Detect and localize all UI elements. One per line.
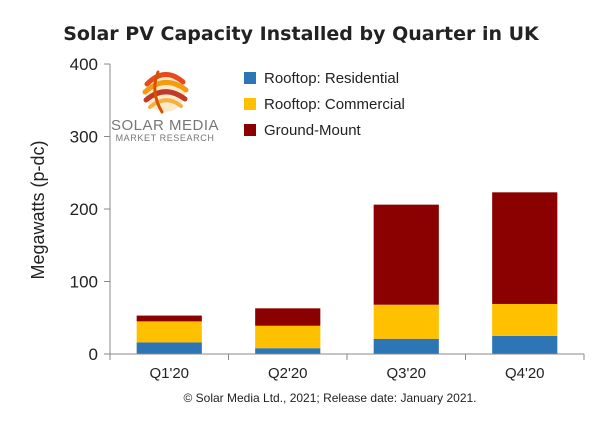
legend-label: Ground-Mount: [264, 122, 362, 139]
bar-segment: [136, 342, 202, 354]
bar-segment: [136, 315, 202, 322]
bar-segment: [255, 325, 321, 349]
bar-segment: [373, 304, 439, 339]
legend: Rooftop: Residential Rooftop: Commercial G…: [244, 70, 405, 139]
x-tick-label: Q4'20: [505, 365, 545, 382]
y-tick-label: 300: [70, 128, 98, 147]
x-tick-label: Q2'20: [268, 365, 308, 382]
bar-segment: [136, 321, 202, 343]
legend-label: Rooftop: Residential: [264, 70, 399, 87]
bars: [136, 192, 558, 354]
legend-label: Rooftop: Commercial: [264, 96, 405, 113]
footnote: © Solar Media Ltd., 2021; Release date: …: [183, 391, 476, 405]
x-axis: Q1'20 Q2'20 Q3'20 Q4'20: [109, 353, 585, 382]
logo-sphere-icon: [142, 70, 189, 114]
bar-segment: [373, 338, 439, 354]
y-axis-label: Megawatts (p-dc): [28, 140, 48, 279]
x-tick-label: Q3'20: [386, 365, 426, 382]
logo-subtitle: MARKET RESEARCH: [116, 133, 215, 143]
x-tick-label: Q1'20: [149, 365, 189, 382]
legend-swatch: [244, 124, 256, 136]
bar-segment: [255, 348, 321, 354]
y-axis: 0 100 200 300 400: [70, 55, 111, 364]
bar-segment: [492, 192, 558, 304]
y-tick-label: 200: [70, 200, 98, 219]
chart-title: Solar PV Capacity Installed by Quarter i…: [63, 23, 540, 45]
y-tick-label: 100: [70, 273, 98, 292]
logo-wordmark: SOLAR MEDIA: [111, 117, 219, 134]
bar-segment: [492, 335, 558, 354]
y-tick-label: 0: [89, 345, 98, 364]
solar-media-logo: SOLAR MEDIA MARKET RESEARCH: [111, 70, 219, 143]
bar-segment: [255, 308, 321, 326]
y-tick-label: 400: [70, 55, 98, 74]
bar-segment: [492, 303, 558, 336]
legend-swatch: [244, 72, 256, 84]
legend-swatch: [244, 98, 256, 110]
bar-segment: [373, 204, 439, 305]
